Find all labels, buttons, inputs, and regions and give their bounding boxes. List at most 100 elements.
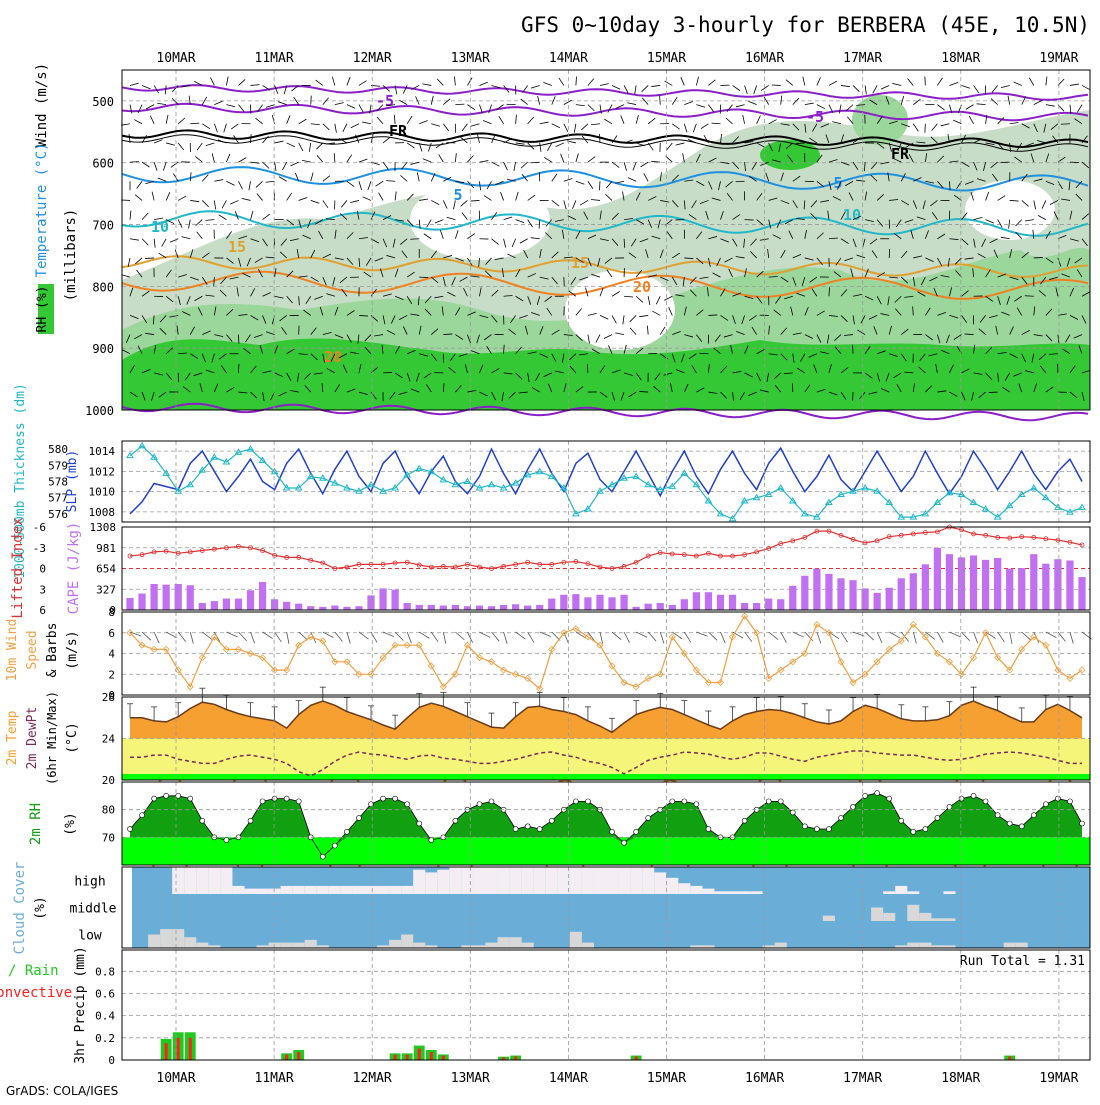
rh2m-point bbox=[778, 799, 783, 804]
slp-tick: 1010 bbox=[89, 486, 116, 499]
temp-contour-label: -5 bbox=[376, 92, 394, 110]
cape-bar bbox=[813, 569, 820, 610]
cape-bar bbox=[1066, 561, 1073, 610]
cloud-bar bbox=[907, 943, 919, 948]
cloud-bar bbox=[534, 867, 546, 894]
temp-contour-label: 15 bbox=[571, 254, 589, 272]
cloud-bar bbox=[522, 943, 534, 948]
cape-bar bbox=[367, 595, 374, 610]
cloud-bar bbox=[702, 889, 714, 894]
cloud-bar bbox=[437, 870, 449, 894]
cape-bar bbox=[331, 606, 338, 610]
precip-tick: 0.2 bbox=[95, 1032, 115, 1045]
cloud-bar bbox=[196, 867, 208, 894]
cape-bar bbox=[560, 595, 567, 610]
cloud-ylabel-unit: (%) bbox=[33, 896, 48, 919]
date-label-top: 11MAR bbox=[255, 51, 294, 66]
cloud-bar bbox=[305, 886, 317, 894]
cloud-bar bbox=[293, 943, 305, 948]
precip-convective-bar bbox=[189, 1038, 192, 1060]
cape-bar bbox=[536, 605, 543, 610]
cape-bar bbox=[934, 548, 941, 610]
cloud-bar bbox=[594, 867, 606, 894]
rh2m-point bbox=[706, 827, 711, 832]
cape-bar bbox=[596, 595, 603, 610]
cloud-bar bbox=[485, 943, 497, 948]
cape-bar bbox=[777, 599, 784, 610]
wind-ylabel-unit: (m/s) bbox=[65, 630, 80, 669]
cape-bar bbox=[994, 558, 1001, 610]
rh2m-point bbox=[610, 829, 615, 834]
cape-bar bbox=[548, 599, 555, 610]
cape-bar bbox=[404, 603, 411, 610]
cloud-bar bbox=[739, 891, 751, 894]
temp2m-ylabel-2: 2m DewPt bbox=[25, 707, 40, 770]
cape-bar bbox=[1042, 564, 1049, 610]
precip-tick: 0.8 bbox=[95, 965, 115, 978]
cape-bar bbox=[223, 599, 230, 610]
cloud-bar bbox=[184, 867, 196, 894]
cloud-bar bbox=[485, 867, 497, 894]
wind-tick: 2 bbox=[108, 668, 115, 681]
cloud-bar bbox=[642, 867, 654, 894]
cape-bar bbox=[283, 602, 290, 610]
rh2m-point bbox=[899, 818, 904, 823]
cloud-bar bbox=[208, 867, 220, 894]
cloud-bar bbox=[172, 867, 184, 894]
cloud-bar bbox=[196, 943, 208, 948]
cloud-bar bbox=[582, 943, 594, 948]
rh2m-point bbox=[851, 804, 856, 809]
cloud-bar bbox=[751, 891, 763, 894]
cloud-bar bbox=[389, 886, 401, 894]
cloud-bar bbox=[329, 886, 341, 894]
cape-bar bbox=[452, 605, 459, 610]
cloud-bar bbox=[907, 905, 919, 921]
rh2m-point bbox=[525, 824, 530, 829]
cape-bar bbox=[163, 585, 170, 610]
date-label-bottom: 13MAR bbox=[451, 1071, 490, 1086]
cape-bar bbox=[753, 603, 760, 610]
rh2m-point bbox=[176, 793, 181, 798]
cape-bar bbox=[199, 603, 206, 610]
rh2m-point bbox=[332, 843, 337, 848]
cloud-bar bbox=[883, 913, 895, 921]
rh2m-point bbox=[140, 813, 145, 818]
cloud-bar bbox=[305, 940, 317, 948]
upper-level-tick: 500 bbox=[92, 95, 114, 109]
rh2m-tick: 80 bbox=[102, 804, 115, 817]
rh2m-point bbox=[766, 799, 771, 804]
cape-bar bbox=[898, 578, 905, 610]
cloud-level-label: high bbox=[74, 875, 105, 890]
temp2m-tick: 24 bbox=[102, 733, 116, 746]
cloud-bar bbox=[160, 929, 172, 948]
rh2m-point bbox=[224, 838, 229, 843]
rh2m-point bbox=[200, 818, 205, 823]
li-tick: -6 bbox=[33, 521, 46, 534]
cloud-level-label: low bbox=[78, 929, 102, 944]
cloud-bar bbox=[895, 886, 907, 894]
date-label-top: 14MAR bbox=[549, 51, 588, 66]
slp-bg bbox=[122, 441, 1090, 522]
precip-ylabel-1: Total / Rain bbox=[0, 963, 59, 979]
date-label-bottom: 10MAR bbox=[156, 1071, 195, 1086]
cloud-bar bbox=[281, 943, 293, 948]
cloud-bar bbox=[775, 943, 787, 948]
cape-bar bbox=[150, 584, 157, 610]
cloud-bar bbox=[883, 891, 895, 894]
precip-convective-bar bbox=[442, 1056, 445, 1060]
cape-bar bbox=[669, 605, 676, 610]
cloud-bar bbox=[461, 867, 473, 894]
temp-contour-label: -5 bbox=[806, 108, 824, 126]
rh2m-point bbox=[947, 804, 952, 809]
cape-bar bbox=[1018, 568, 1025, 610]
temp-contour-label: 10 bbox=[843, 206, 861, 224]
cape-bar bbox=[729, 595, 736, 610]
cloud-bar bbox=[510, 867, 522, 894]
precip-convective-bar bbox=[297, 1052, 300, 1060]
rh2m-point bbox=[513, 827, 518, 832]
rh2m-point bbox=[1019, 824, 1024, 829]
cape-bar bbox=[705, 592, 712, 610]
chart-title: GFS 0~10day 3-hourly for BERBERA (45E, 1… bbox=[521, 13, 1090, 37]
cape-bar bbox=[922, 564, 929, 610]
cloud-bar bbox=[232, 886, 244, 894]
